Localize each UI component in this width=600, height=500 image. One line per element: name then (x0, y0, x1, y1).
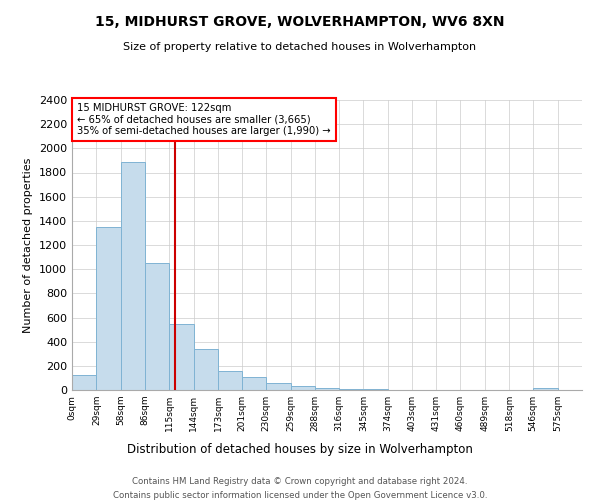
Bar (97, 227, 121, 390)
Text: Size of property relative to detached houses in Wolverhampton: Size of property relative to detached ho… (124, 42, 476, 52)
Bar (315, 388, 339, 390)
Bar (121, 162, 145, 390)
Text: Distribution of detached houses by size in Wolverhampton: Distribution of detached houses by size … (127, 442, 473, 456)
Text: 15 MIDHURST GROVE: 122sqm
← 65% of detached houses are smaller (3,665)
35% of se: 15 MIDHURST GROVE: 122sqm ← 65% of detac… (77, 103, 331, 136)
Y-axis label: Number of detached properties: Number of detached properties (23, 158, 34, 332)
Text: Contains HM Land Registry data © Crown copyright and database right 2024.: Contains HM Land Registry data © Crown c… (132, 478, 468, 486)
Bar (218, 372, 242, 390)
Bar (533, 388, 557, 390)
Bar (194, 349, 218, 390)
Bar (72, 375, 97, 390)
Bar (290, 386, 315, 390)
Text: 15, MIDHURST GROVE, WOLVERHAMPTON, WV6 8XN: 15, MIDHURST GROVE, WOLVERHAMPTON, WV6 8… (95, 15, 505, 29)
Bar (266, 383, 290, 390)
Bar (242, 376, 266, 390)
Bar (145, 263, 169, 390)
Bar (169, 324, 194, 390)
Text: Contains public sector information licensed under the Open Government Licence v3: Contains public sector information licen… (113, 491, 487, 500)
